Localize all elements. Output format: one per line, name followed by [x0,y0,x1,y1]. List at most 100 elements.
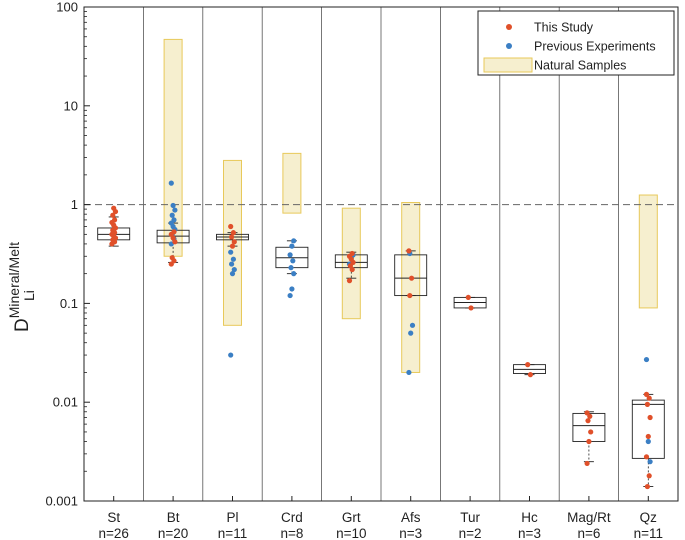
x-category-label-pl: Pl [226,510,238,525]
natural-samples-layer [163,38,658,373]
legend-marker-previous-experiments [506,43,512,49]
point-this-study-grt [349,250,355,257]
y-tick-label: 0.1 [60,296,78,311]
x-count-label-bt: n=20 [158,526,188,540]
point-this-study-mag-rt [586,438,592,445]
x-count-label-hc: n=3 [518,526,541,540]
x-category-label-st: St [107,510,120,525]
point-previous-afs [409,322,416,328]
point-previous-pl [228,249,234,255]
plot-frame [83,6,679,502]
point-this-study-qz [646,473,652,479]
x-category-label-tur: Tur [460,510,480,525]
point-this-study-qz [644,401,651,408]
point-previous-afs [406,369,412,376]
y-axis-label: DMineral/Melt [6,242,33,332]
point-this-study-mag-rt [585,418,591,424]
data-points-layer [109,180,653,490]
legend-label-natural-samples: Natural Samples [534,59,626,73]
point-previous-crd [290,258,296,264]
x-count-label-pl: n=11 [218,526,247,540]
point-this-study-qz [643,454,650,460]
y-tick-label: 0.01 [53,395,78,410]
point-previous-qz [647,459,653,465]
point-this-study-qz [643,391,650,397]
y-axis-label-main: D [12,318,33,332]
legend-marker-this-study [506,24,512,30]
point-previous-crd [291,271,297,277]
x-count-label-qz: n=11 [634,526,663,540]
point-previous-crd [289,243,295,249]
point-this-study-st [112,217,118,223]
point-previous-bt [168,180,174,186]
x-count-label-mag-rt: n=6 [577,526,600,540]
point-previous-pl [231,266,237,273]
point-previous-afs [408,330,414,336]
point-this-study-qz [645,433,651,440]
x-category-label-mag-rt: Mag/Rt [567,510,611,525]
point-this-study-pl [231,239,237,245]
x-category-label-bt: Bt [167,510,180,525]
point-this-study-grt [346,278,353,284]
natural-range-crd [282,152,302,214]
point-this-study-qz [647,414,653,421]
point-this-study-bt [169,255,175,261]
x-count-label-afs: n=3 [399,526,422,540]
point-this-study-qz [644,483,651,490]
natural-range-afs [401,202,421,373]
point-this-study-afs [409,275,415,281]
point-this-study-pl [229,234,235,240]
x-category-label-afs: Afs [401,510,421,525]
x-count-label-grt: n=10 [336,526,366,540]
point-previous-pl [228,352,234,358]
point-previous-pl [230,256,236,262]
point-this-study-tur [465,294,471,301]
axes-layer: 0.0010.010.1110100Stn=26Btn=20Pln=11Crdn… [45,0,679,540]
legend-label-previous-experiments: Previous Experiments [534,40,656,54]
point-this-study-hc [527,372,534,378]
point-previous-crd [287,252,293,258]
point-previous-bt [170,202,176,209]
point-this-study-st [111,205,117,211]
point-this-study-pl [228,223,234,230]
point-this-study-afs [406,248,412,254]
point-this-study-pl [229,243,236,249]
point-previous-qz [643,356,650,363]
point-this-study-tur [468,305,474,311]
point-previous-crd [287,292,293,299]
point-previous-bt [172,207,178,213]
x-category-label-grt: Grt [342,510,361,525]
legend-patch-natural-samples [483,57,533,73]
category-divider-layer [84,7,678,501]
x-category-label-hc: Hc [521,510,538,525]
point-previous-pl [229,271,236,277]
point-previous-crd [288,265,294,271]
legend-label-this-study: This Study [534,21,594,35]
point-previous-crd [291,238,297,244]
x-count-label-tur: n=2 [459,526,482,540]
point-this-study-hc [525,362,531,368]
point-this-study-st [110,212,116,218]
point-this-study-mag-rt [587,413,593,419]
point-this-study-pl [230,230,236,236]
point-this-study-mag-rt [588,429,594,435]
y-tick-label: 0.001 [45,494,78,509]
point-this-study-qz [646,395,652,401]
point-this-study-bt [172,239,178,245]
legend: This Study Previous Experiments Natural … [477,10,675,76]
point-previous-crd [289,286,295,292]
x-count-label-crd: n=8 [280,526,303,540]
y-tick-label: 10 [64,98,78,113]
point-previous-qz [645,438,651,445]
point-this-study-mag-rt [584,460,590,467]
y-tick-label: 100 [56,0,78,15]
point-previous-bt [169,212,175,218]
x-category-label-qz: Qz [640,510,658,525]
y-axis-label-subscript: Li [21,290,37,301]
y-tick-label: 1 [71,197,78,212]
natural-range-qz [638,194,658,309]
point-this-study-bt [171,229,177,235]
point-previous-pl [229,261,235,267]
x-category-label-crd: Crd [281,510,303,525]
